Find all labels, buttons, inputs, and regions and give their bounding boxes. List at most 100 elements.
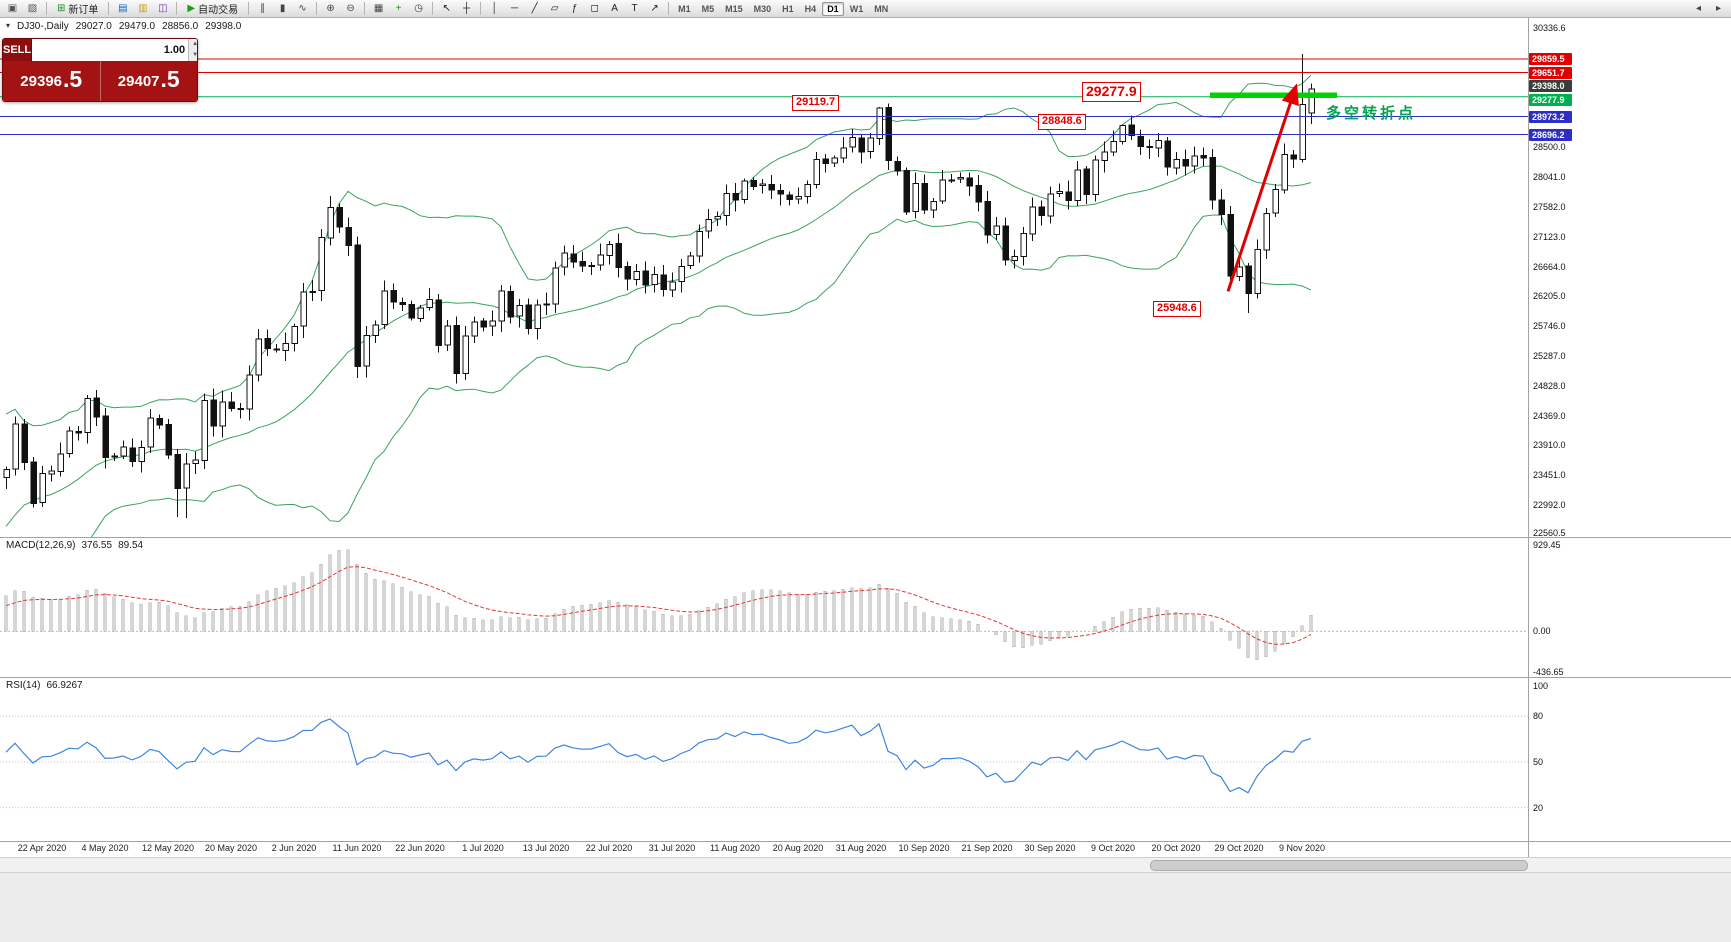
- sell-button[interactable]: SELL: [3, 39, 32, 61]
- bid-ask-divider: [99, 61, 101, 101]
- date-axis-label: 10 Sep 2020: [898, 843, 950, 853]
- new-chart-icon[interactable]: ▣: [7, 2, 18, 14]
- timeframe-h4[interactable]: H4: [804, 3, 817, 14]
- panel-separator: [0, 841, 1731, 842]
- volume-down-icon[interactable]: ▼: [189, 50, 197, 61]
- zoom-out-icon[interactable]: ⊖: [346, 2, 355, 14]
- rsi-canvas[interactable]: [0, 677, 1528, 841]
- ask-main-digits: 29407: [117, 72, 160, 90]
- ask-price[interactable]: 29407 .5: [101, 61, 198, 101]
- bid-price[interactable]: 29396 .5: [3, 61, 100, 101]
- zoom-in-icon[interactable]: ⊕: [326, 2, 335, 14]
- date-axis-label: 20 Aug 2020: [772, 843, 824, 853]
- price-axis-border: [1528, 18, 1529, 857]
- toolbar-separator: [316, 2, 318, 15]
- price-line-label: 29277.9: [1529, 93, 1572, 106]
- timeframe-w1[interactable]: W1: [849, 3, 864, 14]
- toolbar-scroll-right-icon[interactable]: ▸: [1715, 2, 1722, 14]
- rsi-axis-label: 50: [1533, 757, 1544, 767]
- date-axis-label: 9 Nov 2020: [1278, 843, 1326, 853]
- volume-input[interactable]: [32, 39, 189, 61]
- label-icon[interactable]: T: [631, 2, 638, 14]
- indicators-icon[interactable]: +: [395, 2, 402, 14]
- timeframe-h1[interactable]: H1: [782, 3, 794, 14]
- date-axis-label: 13 Jul 2020: [522, 843, 570, 853]
- candlestick-chart-icon[interactable]: ▮: [279, 2, 286, 14]
- market-watch-icon[interactable]: ▤: [118, 2, 128, 14]
- rsi-label: RSI(14): [6, 680, 41, 691]
- toolbar-separator: [668, 2, 670, 15]
- toolbar-separator: [480, 2, 482, 15]
- price-callout-28848[interactable]: 28848.6: [1038, 114, 1086, 130]
- current-price-label: 29398.0: [1529, 80, 1572, 92]
- data-window-icon[interactable]: ▥: [138, 2, 148, 14]
- price-axis-label: 27582.0: [1533, 201, 1566, 212]
- bar-chart-icon[interactable]: ∥: [260, 2, 266, 14]
- timeframe-d1[interactable]: D1: [822, 1, 844, 16]
- price-axis-label: 22560.5: [1533, 528, 1566, 538]
- rsi-header: RSI(14) 66.9267: [6, 680, 83, 691]
- cursor-icon[interactable]: ↖: [442, 2, 451, 14]
- turning-point-label[interactable]: 多空转折点: [1326, 105, 1417, 122]
- price-axis-label: 25287.0: [1533, 350, 1566, 361]
- timeframe-m15[interactable]: M15: [725, 3, 743, 14]
- bid-main-digits: 29396: [20, 72, 63, 90]
- new-order-button[interactable]: ⊞ 新订单: [51, 0, 104, 17]
- terminal-icon[interactable]: ◫: [158, 2, 168, 14]
- date-axis-label: 31 Jul 2020: [648, 843, 696, 853]
- toolbar-scroll-left-icon[interactable]: ◂: [1695, 2, 1702, 14]
- new-order-button-label: 新订单: [68, 5, 99, 16]
- macd-label: MACD(12,26,9): [6, 540, 76, 551]
- macd-canvas[interactable]: [0, 537, 1528, 677]
- price-axis-label: 24828.0: [1533, 380, 1566, 391]
- channel-icon[interactable]: ▱: [550, 2, 559, 14]
- new-order-button-icon: ⊞: [57, 2, 66, 14]
- macd-main-value: 376.55: [81, 540, 113, 551]
- timeframe-mn[interactable]: MN: [874, 3, 889, 14]
- toolbar-separator: [108, 2, 110, 15]
- arrow-tool-icon[interactable]: ↗: [650, 2, 659, 14]
- price-callout-29277[interactable]: 29277.9: [1082, 82, 1141, 102]
- price-line-label: 28973.2: [1529, 110, 1572, 123]
- timeframe-m1[interactable]: M1: [678, 3, 691, 14]
- periods-icon[interactable]: ◷: [414, 2, 423, 14]
- price-axis-label: 24369.0: [1533, 410, 1566, 421]
- price-line-label: 29859.5: [1529, 53, 1572, 65]
- symbol-period-label: DJ30-,Daily: [17, 21, 69, 32]
- scrollbar-thumb[interactable]: [1150, 860, 1528, 871]
- vertical-line-icon[interactable]: │: [491, 2, 498, 14]
- date-axis-label: 31 Aug 2020: [835, 843, 887, 853]
- one-click-toggle-icon[interactable]: ▾: [6, 21, 11, 30]
- price-callout-29119[interactable]: 29119.7: [792, 95, 840, 111]
- volume-up-icon[interactable]: ▲: [189, 39, 197, 50]
- price-chart-canvas[interactable]: [0, 18, 1528, 537]
- crosshair-icon[interactable]: ┼: [463, 2, 471, 14]
- tile-windows-icon[interactable]: ▦: [373, 2, 384, 14]
- date-axis-label: 4 May 2020: [81, 843, 129, 853]
- price-callout-25948[interactable]: 25948.6: [1153, 301, 1201, 317]
- price-axis-label: 25746.0: [1533, 321, 1566, 332]
- shapes-icon[interactable]: ◻: [590, 2, 599, 14]
- main-toolbar: ▣ ▨ ⊞ 新订单 ▤ ▥ ◫ ▶ 自动交易 ∥ ▮ ∿ ⊕ ⊖ ▦ + ◷ ↖ ┼ │ ─ ╱ ▱ ƒ ◻ A T ↗ M1 M5 M15…: [0, 0, 1731, 18]
- timeframe-m5[interactable]: M5: [701, 3, 715, 14]
- toolbar-separator: [176, 2, 178, 15]
- macd-axis-label: 0.00: [1533, 626, 1551, 637]
- horizontal-scrollbar[interactable]: [0, 857, 1731, 872]
- panel-separator[interactable]: [0, 537, 1731, 538]
- text-icon[interactable]: A: [611, 2, 618, 14]
- fibonacci-icon[interactable]: ƒ: [571, 2, 578, 14]
- autotrading-button[interactable]: ▶ 自动交易: [181, 0, 244, 17]
- profiles-icon[interactable]: ▨: [27, 2, 38, 14]
- line-chart-icon[interactable]: ∿: [298, 2, 307, 14]
- toolbar-overflow: ◂ ▸: [1689, 0, 1728, 17]
- price-axis-label: 26205.0: [1533, 291, 1566, 302]
- panel-separator[interactable]: [0, 677, 1731, 678]
- rsi-axis-label: 20: [1533, 802, 1544, 813]
- trendline-icon[interactable]: ╱: [531, 2, 538, 14]
- horizontal-line-icon[interactable]: ─: [511, 2, 519, 14]
- date-axis-label: 11 Aug 2020: [710, 843, 760, 853]
- timeframe-m30[interactable]: M30: [753, 3, 772, 14]
- rsi-value: 66.9267: [46, 680, 83, 691]
- date-axis-label: 30 Sep 2020: [1024, 843, 1076, 853]
- date-axis-label: 12 May 2020: [141, 843, 195, 853]
